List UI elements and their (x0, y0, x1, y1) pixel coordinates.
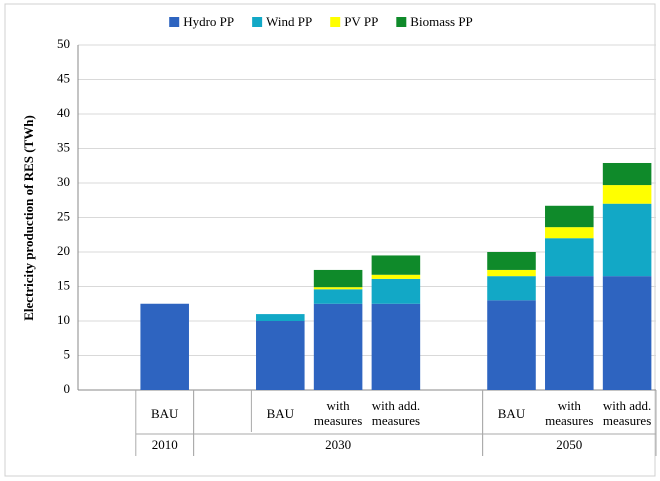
legend-swatch (169, 17, 180, 27)
x-category: with measures (545, 398, 594, 428)
bar-segment (313, 303, 363, 390)
bar-segment (602, 203, 652, 277)
bar-segment (545, 227, 594, 239)
bar-segment (371, 255, 421, 275)
bar-segment (371, 303, 421, 390)
legend-swatch (396, 17, 407, 27)
y-tick-label: 10 (57, 312, 70, 327)
y-tick-label: 30 (57, 174, 70, 189)
x-category: BAU (266, 405, 295, 421)
legend-label: PV PP (344, 14, 378, 29)
x-category: BAU (497, 405, 526, 421)
bar-segment (545, 205, 594, 228)
y-tick-label: 45 (57, 70, 70, 85)
bar-segment (140, 303, 189, 390)
bar-segment (313, 287, 363, 290)
bar-segment (545, 276, 594, 390)
legend-label: Wind PP (266, 14, 312, 29)
bar-segment (371, 274, 421, 279)
x-tick-label: with add. measures (371, 398, 421, 428)
bar-segment (545, 238, 594, 277)
bar-segment (487, 300, 536, 390)
bar-segment (487, 252, 536, 270)
y-tick-label: 15 (57, 277, 70, 292)
legend-label: Hydro PP (183, 14, 234, 29)
y-axis-label: Electricity production of RES (TWh) (21, 115, 36, 321)
bar-segment (487, 276, 536, 301)
y-tick-label: 40 (57, 105, 70, 120)
x-category: BAU (150, 405, 179, 421)
bar-segment (256, 321, 305, 390)
x-category: with add. measures (602, 398, 652, 428)
y-tick-label: 20 (57, 243, 70, 258)
bar-segment (487, 269, 536, 277)
x-tick-label: BAU (497, 405, 526, 421)
bar-segment (313, 289, 363, 304)
y-tick-label: 25 (57, 208, 70, 223)
x-category: with measures (313, 398, 363, 428)
bar-segment (602, 162, 652, 186)
y-tick-label: 50 (57, 36, 70, 51)
group-label: 2030 (325, 437, 351, 452)
group-label: 2050 (556, 437, 582, 452)
bar-segment (371, 278, 421, 304)
bar-segment (256, 314, 305, 321)
x-tick-label: with measures (313, 398, 363, 428)
legend-label: Biomass PP (410, 14, 473, 29)
group-label: 2010 (152, 437, 178, 452)
y-tick-label: 0 (64, 381, 71, 396)
x-tick-label: with measures (545, 398, 594, 428)
x-tick-label: BAU (150, 405, 179, 421)
legend-swatch (252, 17, 263, 27)
bar-segment (602, 276, 652, 390)
x-tick-label: BAU (266, 405, 295, 421)
x-tick-label: with add. measures (602, 398, 652, 428)
bar-segment (313, 269, 363, 288)
bar-segment (602, 185, 652, 204)
x-category: with add. measures (371, 398, 421, 428)
legend-swatch (330, 17, 341, 27)
y-tick-label: 5 (64, 346, 71, 361)
y-tick-label: 35 (57, 139, 70, 154)
